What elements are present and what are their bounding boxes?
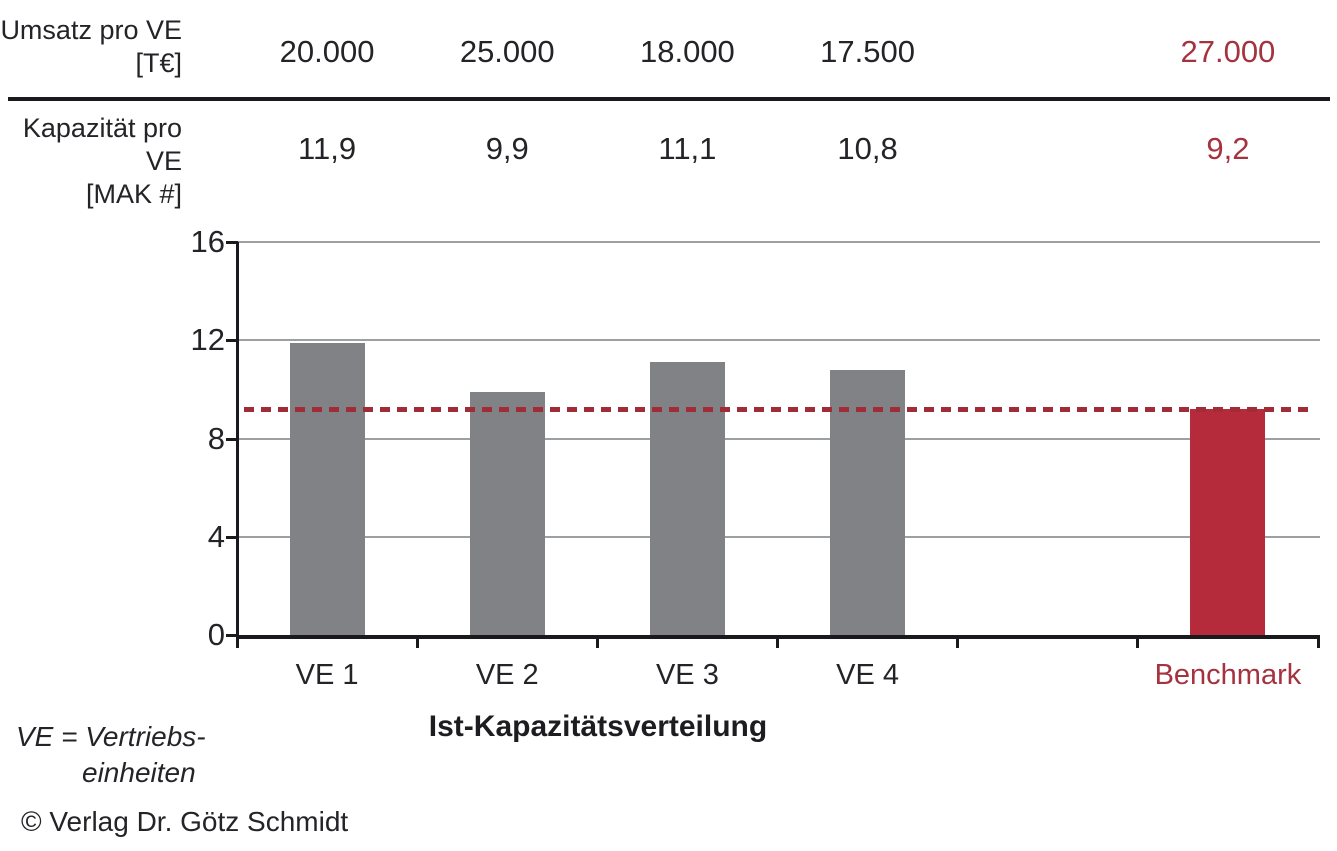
- table-cell-value: 17.500: [820, 34, 915, 69]
- footnote-line2: einheiten: [82, 757, 196, 788]
- y-axis-label: 16: [190, 224, 225, 259]
- table-cell-value: 18.000: [639, 34, 735, 69]
- gridline-y16: [237, 241, 1320, 243]
- table-cell-value: 10,8: [837, 131, 898, 166]
- footnote-line1: VE = Vertriebs-: [16, 721, 206, 752]
- x-axis-line: [236, 635, 1320, 639]
- gridline-y8: [237, 437, 1320, 440]
- table-row-label-umsatz: Umsatz pro VE [T€]: [0, 14, 182, 80]
- benchmark-dashed-line: [244, 407, 1310, 413]
- row-label-line2: [T€]: [135, 48, 182, 78]
- bar-ve-4: [830, 369, 906, 635]
- x-axis-tick: [776, 639, 779, 648]
- x-axis-tick: [956, 639, 960, 648]
- table-cell-value: 11,1: [658, 131, 717, 166]
- x-axis-label-benchmark: Benchmark: [1154, 659, 1302, 691]
- table-cell-value: 25.000: [459, 34, 555, 69]
- gridline-y4: [237, 535, 1320, 538]
- benchmark-bar: [1190, 409, 1266, 635]
- y-axis-tick: [226, 437, 238, 441]
- y-axis-tick: [226, 241, 238, 244]
- x-axis-label-ve-4: VE 4: [836, 659, 900, 691]
- table-cell-value: 9,9: [485, 131, 529, 166]
- bar-ve-3: [649, 362, 725, 635]
- copyright-notice: © Verlag Dr. Götz Schmidt: [21, 806, 349, 837]
- row-label-line1: Kapazität pro VE: [22, 113, 182, 176]
- y-axis-tick: [226, 339, 238, 343]
- table-cell-benchmark-value: 27.000: [1180, 34, 1276, 69]
- x-axis-tick: [415, 639, 419, 648]
- x-axis-label-ve-1: VE 1: [295, 659, 359, 691]
- y-axis-label: 12: [190, 322, 225, 358]
- table-cell-value: 11,9: [298, 131, 357, 166]
- row-label-line1: Umsatz pro VE: [0, 15, 182, 45]
- x-axis-label-ve-3: VE 3: [655, 659, 719, 691]
- table-row-label-kapazitaet: Kapazität pro VE [MAK #]: [0, 112, 182, 211]
- x-axis-tick: [1316, 639, 1320, 648]
- gridline-y12: [237, 339, 1320, 342]
- y-axis-label: 8: [207, 420, 225, 456]
- x-axis-tick: [1136, 639, 1140, 648]
- bar-ve-2: [469, 391, 545, 635]
- row-label-line2: [MAK #]: [85, 179, 182, 209]
- y-axis-label: 0: [207, 617, 225, 652]
- x-axis-tick: [595, 639, 599, 648]
- table-cell-benchmark-value: 9,2: [1206, 131, 1250, 166]
- table-cell-value: 20.000: [279, 34, 375, 69]
- x-axis-label-ve-2: VE 2: [475, 659, 539, 691]
- table-separator-line: [8, 97, 1330, 101]
- bar-ve-1: [289, 342, 365, 635]
- y-axis-tick: [226, 634, 238, 637]
- chart-title: Ist-Kapazitätsverteilung: [428, 710, 768, 743]
- y-axis-label: 4: [207, 518, 225, 554]
- y-axis-tick: [226, 535, 238, 539]
- y-axis-line: [236, 242, 239, 648]
